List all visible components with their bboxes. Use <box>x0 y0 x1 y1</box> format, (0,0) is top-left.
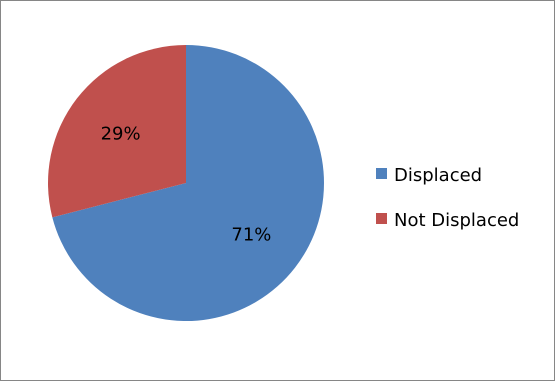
legend-label-not-displaced: Not Displaced <box>394 210 519 231</box>
pie-slices <box>47 45 325 321</box>
legend-swatch-not-displaced <box>376 213 387 224</box>
data-label-not-displaced: 29% <box>101 123 141 144</box>
legend-swatch-displaced <box>376 168 387 179</box>
pie-slice-not-displaced <box>47 45 186 218</box>
pie-slice-displaced <box>52 45 325 321</box>
legend: Displaced Not Displaced <box>376 165 519 231</box>
legend-label-displaced: Displaced <box>394 165 482 186</box>
pie-data-labels: 71% 29% <box>101 123 272 245</box>
data-label-displaced: 71% <box>231 225 271 246</box>
